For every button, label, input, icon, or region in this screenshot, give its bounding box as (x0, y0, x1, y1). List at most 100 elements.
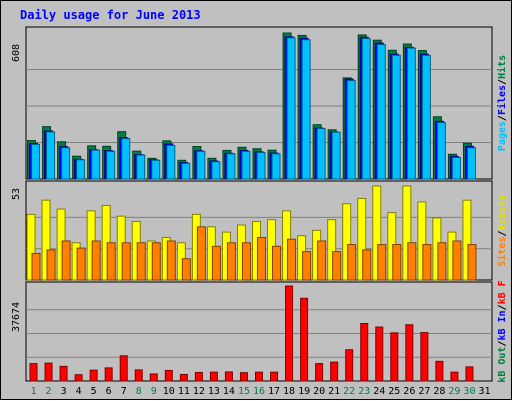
bar-kb-f-day-13 (209, 371, 218, 382)
x-tick-label-8: 8 (136, 386, 142, 397)
bar-pages-day-23 (361, 38, 371, 180)
bar-kb-f-day-23 (360, 323, 369, 382)
bar-kb-f-day-9 (149, 373, 158, 382)
panel-middle: 53 Sites/Visits (11, 180, 508, 281)
bar-sites-day-9 (151, 242, 161, 281)
bar-visits-day-27 (417, 201, 427, 281)
bar-kb-f-day-4 (74, 374, 83, 382)
x-tick-label-29: 29 (448, 386, 460, 397)
legend-entry: / (497, 341, 508, 347)
x-tick-label-2: 2 (46, 386, 52, 397)
bar-visits-day-22 (342, 203, 352, 281)
x-tick-label-5: 5 (91, 386, 97, 397)
bar-kb-f-day-8 (134, 369, 143, 382)
bar-visits-day-2 (41, 199, 51, 281)
x-tick-label-31: 31 (478, 386, 490, 397)
x-tick-label-12: 12 (193, 386, 205, 397)
panels-layer: 608Pages/Files/Hits53Sites/Visits37674kB… (11, 26, 508, 383)
x-tick-label-27: 27 (418, 386, 430, 397)
bar-kb-f-day-11 (179, 373, 188, 382)
bar-pages-day-4 (76, 159, 86, 180)
x-tick-label-14: 14 (223, 386, 235, 397)
x-tick-label-16: 16 (253, 386, 265, 397)
bar-pages-day-2 (46, 131, 56, 180)
chart-title: Daily usage for June 2013 (20, 8, 201, 22)
bar-kb-f-day-24 (375, 326, 384, 382)
bar-sites-day-27 (422, 244, 432, 281)
bar-kb-f-day-21 (330, 361, 339, 382)
bar-kb-f-day-25 (390, 332, 399, 382)
legend-entry: / (497, 79, 508, 85)
bar-pages-day-7 (121, 138, 131, 180)
series-kb-f (29, 285, 474, 382)
bar-kb-f-day-7 (119, 355, 128, 382)
panel-bottom-legend: kB Out/kB In/kB F (497, 280, 508, 382)
bar-visits-day-26 (402, 185, 412, 281)
legend-entry: Pages (497, 121, 508, 151)
bar-visits-day-24 (372, 185, 382, 281)
bar-kb-f-day-28 (435, 360, 444, 382)
x-tick-label-4: 4 (76, 386, 82, 397)
legend-entry: Hits (496, 55, 508, 79)
bar-kb-f-day-17 (270, 371, 279, 382)
x-tick-label-26: 26 (403, 386, 415, 397)
x-tick-label-20: 20 (313, 386, 325, 397)
bar-sites-day-23 (362, 249, 372, 281)
legend-entry: / (497, 115, 508, 121)
bar-pages-day-3 (61, 147, 71, 180)
bar-pages-day-5 (91, 149, 101, 180)
bar-sites-day-18 (287, 238, 297, 281)
legend-entry: kB F (497, 280, 508, 304)
bar-sites-day-10 (166, 240, 176, 281)
bar-pages-day-16 (256, 152, 266, 180)
x-tick-label-30: 30 (463, 386, 475, 397)
panel-top-ymax-label: 608 (11, 44, 22, 62)
bar-pages-day-29 (451, 156, 461, 180)
bar-kb-f-day-5 (89, 369, 98, 382)
bar-sites-day-15 (241, 242, 251, 281)
bar-kb-f-day-16 (255, 371, 263, 382)
bar-pages-day-12 (196, 150, 206, 180)
x-tick-label-23: 23 (358, 386, 370, 397)
series-sites (31, 226, 477, 281)
bar-pages-day-26 (406, 47, 416, 180)
x-tick-label-28: 28 (433, 386, 445, 397)
bar-kb-f-day-15 (239, 372, 248, 382)
x-tick-label-18: 18 (283, 386, 295, 397)
x-tick-label-7: 7 (121, 386, 127, 397)
bar-pages-day-18 (286, 37, 296, 180)
bar-sites-day-30 (467, 244, 477, 281)
x-tick-label-24: 24 (373, 386, 385, 397)
bar-pages-day-21 (331, 131, 341, 180)
bar-sites-day-14 (226, 242, 236, 281)
x-tick-label-6: 6 (106, 386, 112, 397)
legend-entry: kB In (497, 310, 508, 340)
bar-pages-day-22 (346, 80, 356, 180)
bar-kb-f-day-22 (345, 349, 354, 382)
bar-sites-day-7 (121, 242, 131, 281)
bar-pages-day-25 (391, 54, 401, 180)
bar-sites-day-12 (196, 226, 206, 281)
x-tick-label-21: 21 (328, 386, 340, 397)
bar-pages-day-14 (226, 153, 236, 180)
panel-top: 608 Pages/Files/Hits (11, 26, 508, 180)
bar-pages-day-30 (466, 147, 476, 180)
bar-pages-day-28 (436, 122, 446, 180)
bar-visits-day-1 (26, 213, 36, 281)
x-tick-label-10: 10 (163, 386, 175, 397)
bar-sites-day-24 (377, 244, 387, 281)
bar-pages-day-8 (136, 154, 146, 180)
bar-kb-f-day-30 (465, 366, 474, 382)
bar-kb-f-day-14 (224, 371, 233, 382)
x-tick-label-15: 15 (238, 386, 250, 397)
bar-kb-f-day-1 (29, 363, 38, 382)
bar-kb-f-day-3 (59, 365, 68, 382)
bar-pages-day-1 (31, 143, 41, 180)
bar-sites-day-5 (91, 240, 101, 281)
panel-middle-ymax-label: 53 (11, 188, 22, 200)
panel-top-legend: Pages/Files/Hits (496, 55, 508, 151)
bar-pages-day-27 (421, 54, 431, 180)
bar-sites-day-2 (46, 249, 56, 281)
bar-sites-day-16 (257, 236, 266, 281)
